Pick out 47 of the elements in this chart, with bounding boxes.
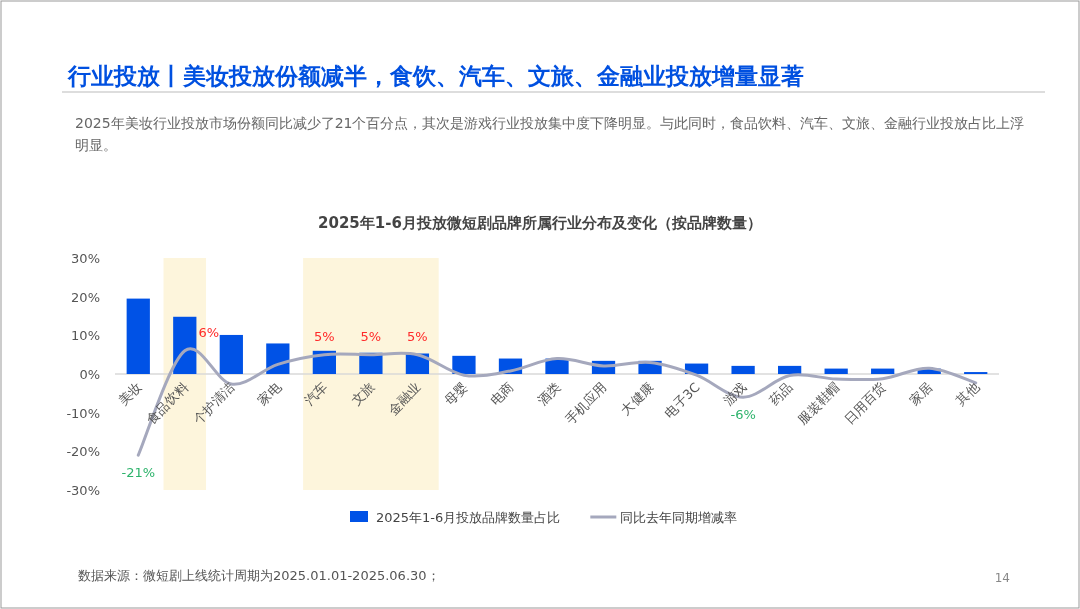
chart-title: 行业投放丨美妆投放份额减半，食饮、汽车、文旅、金融业投放增量显著 [67, 63, 804, 89]
x-tick-label: 个护清洁 [190, 379, 238, 427]
bar [778, 365, 802, 374]
data-label: 6% [198, 324, 220, 340]
x-tick-label: 游戏 [720, 379, 750, 409]
x-tick-label: 金融业 [385, 379, 424, 418]
x-tick-label: 其他 [952, 379, 982, 409]
bar [871, 368, 895, 374]
y-tick-label: 10% [71, 328, 100, 344]
x-tick-label: 药品 [766, 379, 796, 409]
x-tick-label: 食品饮料 [143, 379, 191, 427]
source-note: 数据来源：微短剧上线统计周期为2025.01.01-2025.06.30； [78, 568, 440, 583]
x-tick-label: 母婴 [441, 379, 471, 409]
x-tick-label: 服装鞋帽 [794, 379, 843, 427]
bar [824, 368, 848, 374]
x-tick-label: 手机应用 [562, 379, 610, 427]
x-tick-label: 家居 [906, 379, 936, 409]
y-tick-label: -20% [66, 444, 100, 460]
y-tick-label: 0% [79, 367, 100, 382]
data-label: 5% [314, 328, 335, 344]
y-tick-label: 30% [71, 251, 100, 266]
x-tick-label: 汽车 [301, 379, 331, 409]
data-label: 5% [360, 328, 382, 344]
x-tick-label: 文旅 [348, 379, 378, 409]
bar [173, 316, 197, 374]
x-tick-label: 大健康 [617, 379, 657, 418]
text: 14 [994, 571, 1010, 585]
data-label: -21% [121, 465, 156, 481]
x-tick-label: 家电 [254, 379, 284, 409]
x-tick-label: 电商 [487, 379, 517, 409]
bar [219, 334, 243, 374]
x-tick-label: 电子3C [661, 379, 703, 421]
text: 2025年美妆行业投放市场份额同比减少了21个百分点，其次是游戏行业投放集中度下降明显。与此同时，食品饮料、汽车、文旅、金融行业投放占比上浮明显。 [75, 114, 1026, 155]
legend-label: 2025年1-6月投放品牌数量占比 [376, 510, 561, 525]
x-tick-label: 美妆 [115, 379, 145, 409]
bar [126, 298, 150, 374]
x-tick-label: 日用百货 [841, 379, 889, 427]
data-label: -6% [730, 407, 756, 423]
x-tick-label: 酒类 [534, 379, 564, 409]
y-tick-label: -10% [66, 405, 100, 421]
data-label: 5% [407, 328, 428, 344]
bar [731, 365, 755, 374]
y-tick-label: 20% [71, 289, 100, 305]
bar [452, 355, 476, 374]
y-tick-label: -30% [66, 483, 100, 498]
chart-subtitle: 2025年1-6月投放微短剧品牌所属行业分布及变化（按品牌数量） [318, 214, 762, 232]
legend-label: 同比去年同期增减率 [620, 510, 738, 525]
